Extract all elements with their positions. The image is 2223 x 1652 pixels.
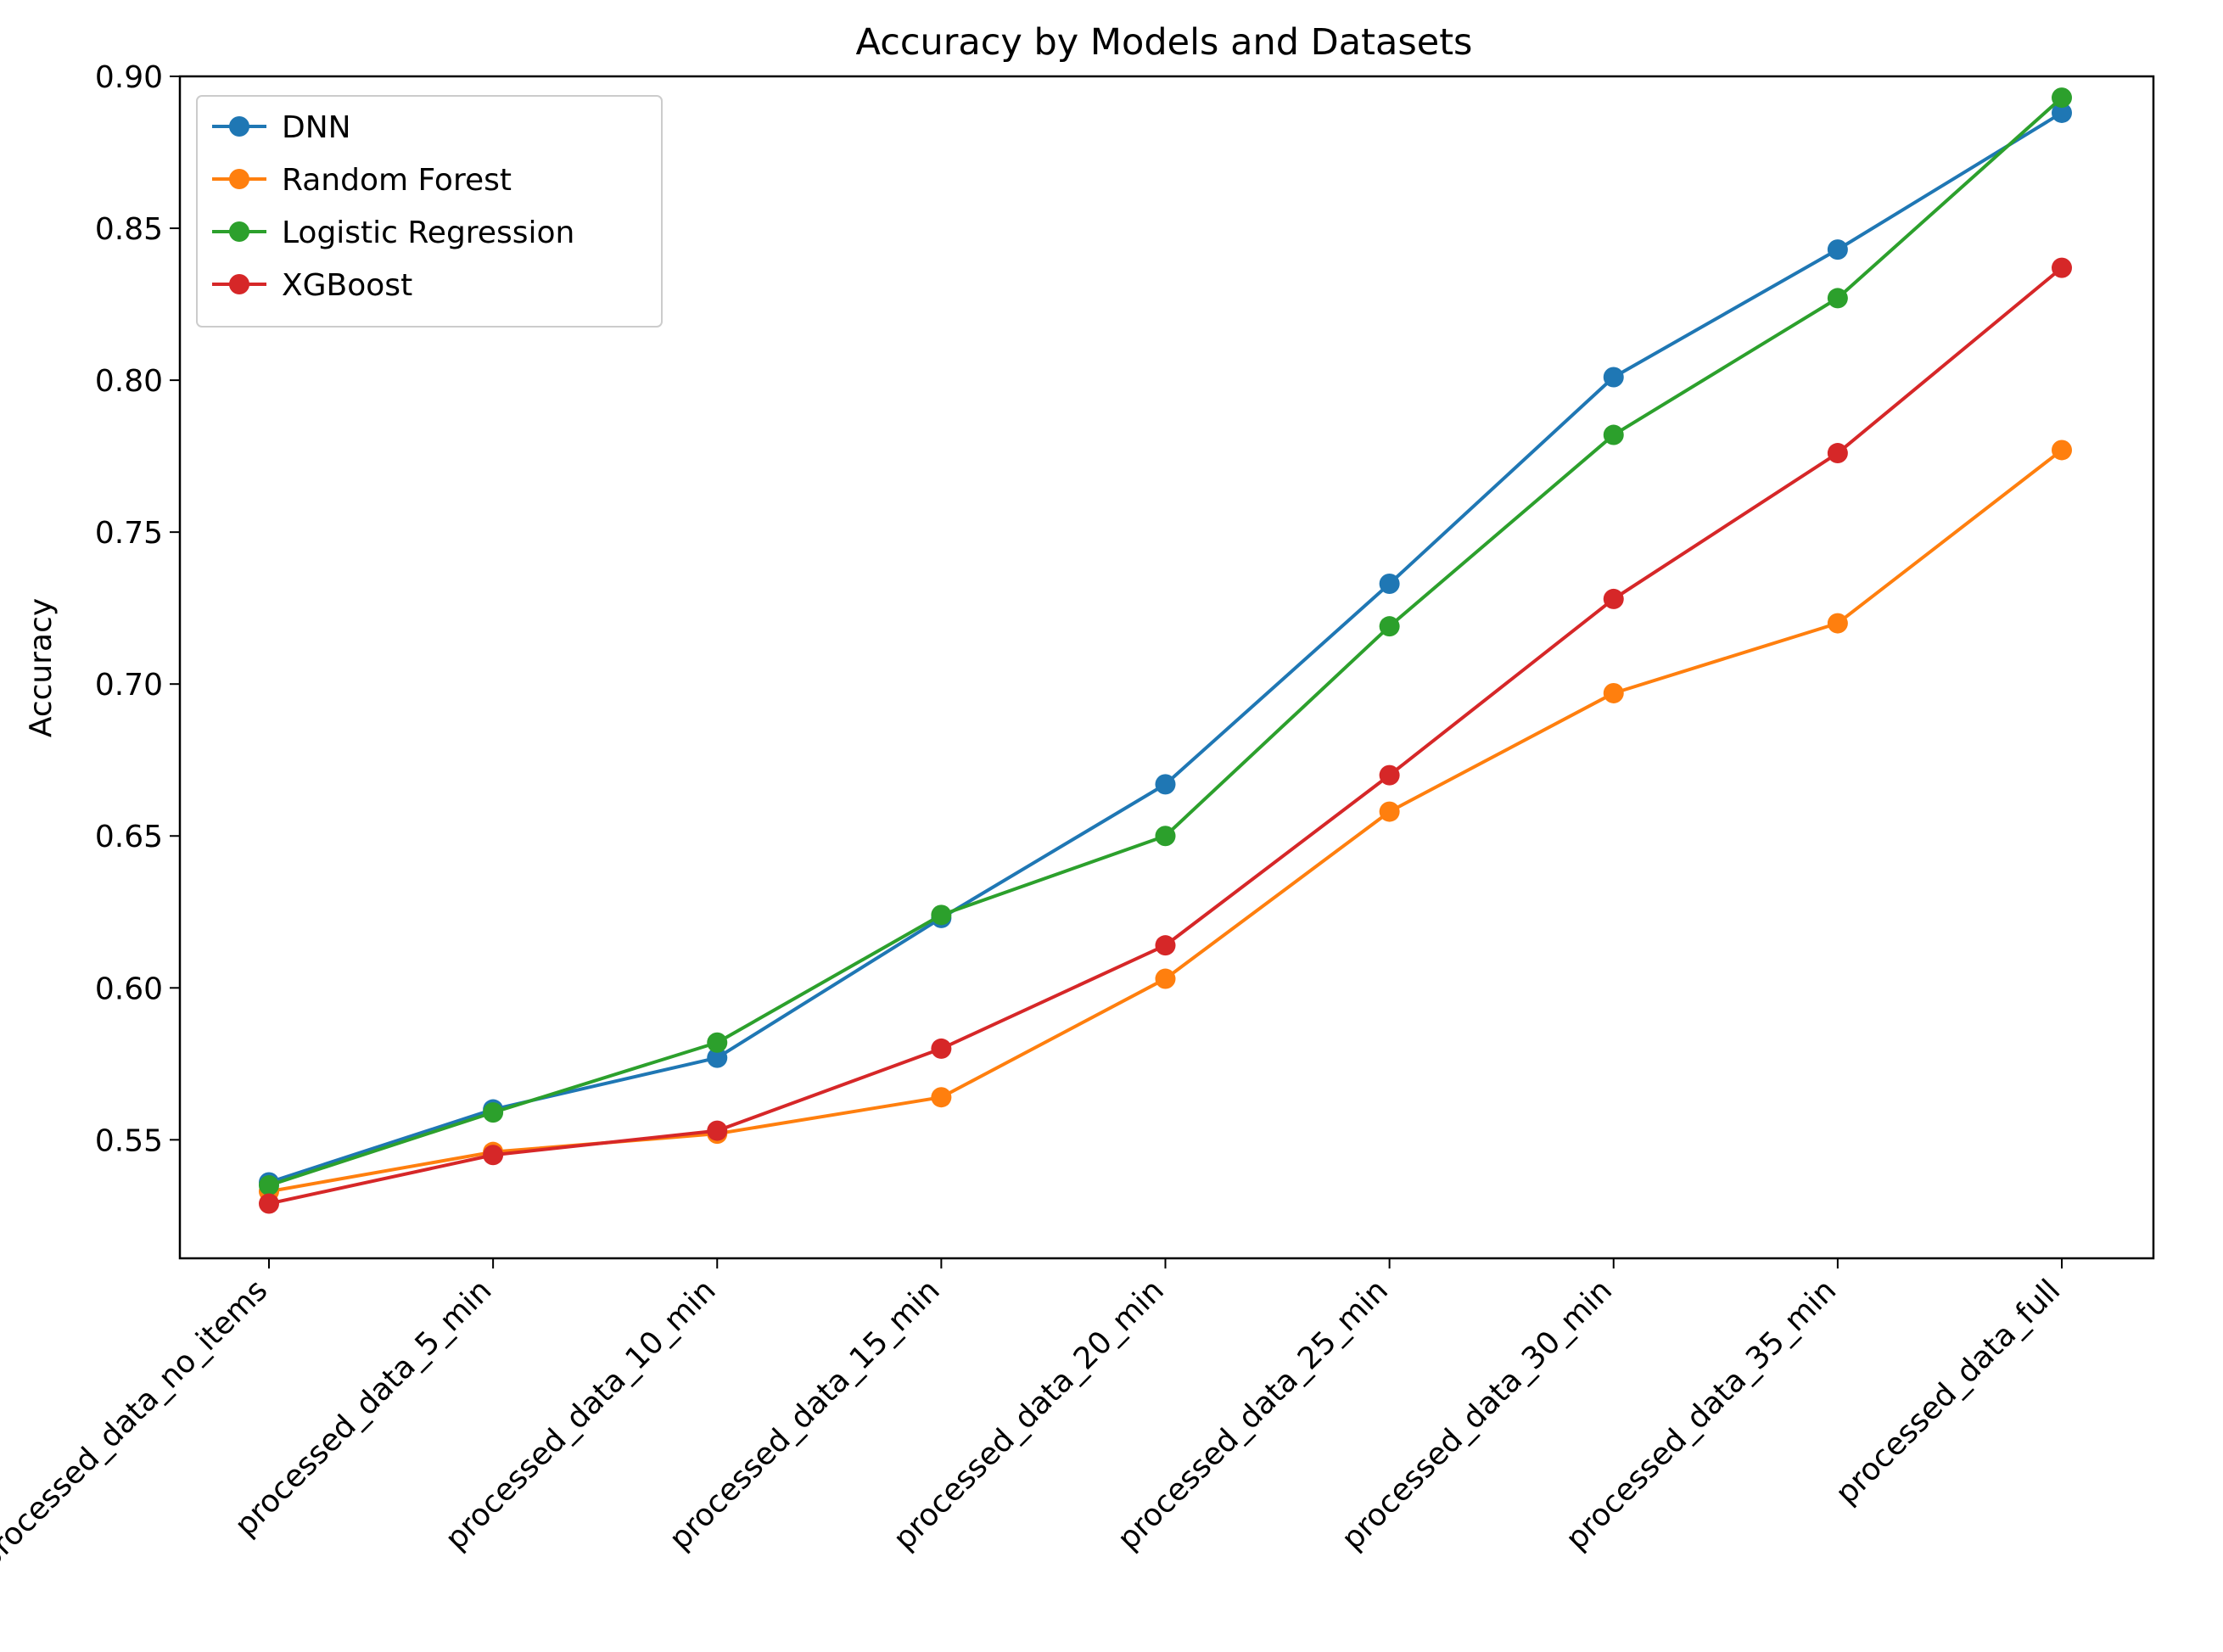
data-point (707, 1032, 728, 1053)
y-tick-label: 0.85 (95, 212, 163, 247)
data-point (1155, 968, 1176, 989)
legend-marker (229, 221, 249, 242)
data-point (1379, 616, 1400, 637)
legend-marker (229, 274, 249, 294)
legend-item: Logistic Regression (212, 216, 574, 250)
y-tick-label: 0.80 (95, 364, 163, 399)
data-point (1603, 424, 1624, 445)
legend-label: Random Forest (282, 163, 512, 198)
legend: DNN Random Forest Logistic Regression XGBoo… (196, 95, 663, 328)
x-tick-label: processed_data_5_min (228, 1273, 498, 1543)
y-tick-label: 0.75 (95, 516, 163, 551)
data-point (2052, 440, 2072, 461)
series-line (268, 266, 2063, 1206)
y-axis-label: Accuracy (24, 598, 59, 737)
legend-label: DNN (282, 110, 351, 145)
y-tick-label: 0.90 (95, 60, 163, 95)
data-point (1379, 764, 1400, 786)
legend-item: DNN (212, 110, 351, 145)
legend-marker (229, 116, 249, 137)
data-point (483, 1102, 504, 1123)
legend-item: XGBoost (212, 268, 412, 303)
data-point (483, 1145, 504, 1166)
data-point (259, 1175, 279, 1196)
x-tick-label: processed_data_full (1829, 1273, 2068, 1511)
data-point (1155, 826, 1176, 847)
data-point (2052, 87, 2072, 109)
y-tick-label: 0.70 (95, 668, 163, 703)
legend-item: Random Forest (212, 163, 512, 198)
data-point (1155, 774, 1176, 795)
y-tick-label: 0.65 (95, 820, 163, 854)
x-tick-label: processed_data_35_min (1559, 1273, 1844, 1557)
data-point (1827, 239, 1848, 260)
data-point (1155, 935, 1176, 956)
legend-marker (229, 169, 249, 189)
data-point (931, 904, 952, 926)
data-point (259, 1193, 279, 1214)
legend-box (196, 95, 663, 328)
y-tick-label: 0.60 (95, 972, 163, 1006)
series-line (268, 448, 2063, 1194)
series-xgboost (259, 257, 2072, 1214)
data-point (707, 1047, 728, 1068)
x-tick-label: processed_data_no_items (0, 1273, 274, 1576)
data-point (1827, 443, 1848, 464)
data-point (1603, 588, 1624, 609)
legend-label: Logistic Regression (282, 216, 574, 250)
legend-label: XGBoost (282, 268, 412, 303)
data-point (1827, 613, 1848, 634)
data-point (1603, 682, 1624, 703)
series-logistic-regression (259, 87, 2072, 1196)
data-point (1603, 367, 1624, 388)
data-point (2052, 102, 2072, 123)
chart-title: Accuracy by Models and Datasets (856, 21, 1473, 64)
data-point (2052, 257, 2072, 278)
plot-frame (178, 75, 2155, 1260)
data-point (1379, 574, 1400, 595)
y-tick-label: 0.55 (95, 1123, 163, 1158)
data-point (931, 1038, 952, 1059)
data-point (931, 1087, 952, 1108)
data-point (1379, 801, 1400, 822)
series-random-forest (259, 440, 2072, 1202)
data-point (707, 1120, 728, 1141)
data-point (1827, 288, 1848, 309)
